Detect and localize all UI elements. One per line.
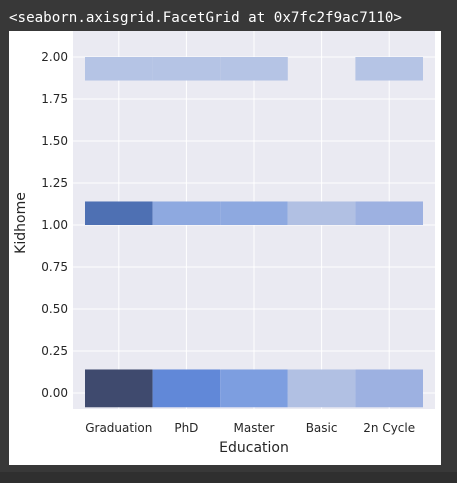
heatmap-cell	[220, 57, 288, 81]
x-tick-label: Basic	[306, 421, 338, 435]
heatmap-cell	[220, 369, 288, 408]
y-tick-label: 0.75	[41, 260, 68, 274]
heatmap-chart: 0.00 0.25 0.50 0.75 1.00 1.25 1.50 1.75 2.00 Grad…	[13, 31, 435, 456]
x-axis-title: Education	[219, 440, 289, 456]
heatmap-cell	[85, 369, 153, 408]
heatmap-cell	[85, 57, 153, 81]
heatmap-cell	[355, 201, 423, 225]
heatmap-cell	[220, 201, 288, 225]
x-tick-label: Graduation	[85, 421, 152, 435]
y-tick-label: 0.25	[41, 344, 68, 358]
y-tick-label: 1.00	[41, 218, 68, 232]
y-tick-label: 1.50	[41, 134, 68, 148]
heatmap-cell	[152, 201, 221, 225]
facetgrid-repr-text: <seaborn.axisgrid.FacetGrid at 0x7fc2f9a…	[9, 10, 402, 26]
heatmap-cell	[355, 369, 423, 408]
heatmap-cell	[85, 201, 153, 225]
chart-figure: 0.00 0.25 0.50 0.75 1.00 1.25 1.50 1.75 2.00 Grad…	[9, 31, 441, 465]
x-tick-label: PhD	[174, 421, 198, 435]
y-tick-label: 1.25	[41, 176, 68, 190]
x-tick-label: 2n Cycle	[363, 421, 415, 435]
y-tick-label: 1.75	[41, 92, 68, 106]
y-tick-label: 0.00	[41, 386, 68, 400]
y-axis-title: Kidhome	[13, 192, 29, 254]
heatmap-cell	[287, 201, 356, 225]
heatmap-cell	[355, 57, 423, 81]
heatmap-cell	[287, 369, 356, 408]
heatmap-cell	[152, 57, 221, 81]
output-bottom-band	[0, 472, 457, 483]
y-tick-label: 0.50	[41, 302, 68, 316]
y-tick-label: 2.00	[41, 50, 68, 64]
heatmap-cell	[152, 369, 221, 408]
x-tick-label: Master	[234, 421, 275, 435]
